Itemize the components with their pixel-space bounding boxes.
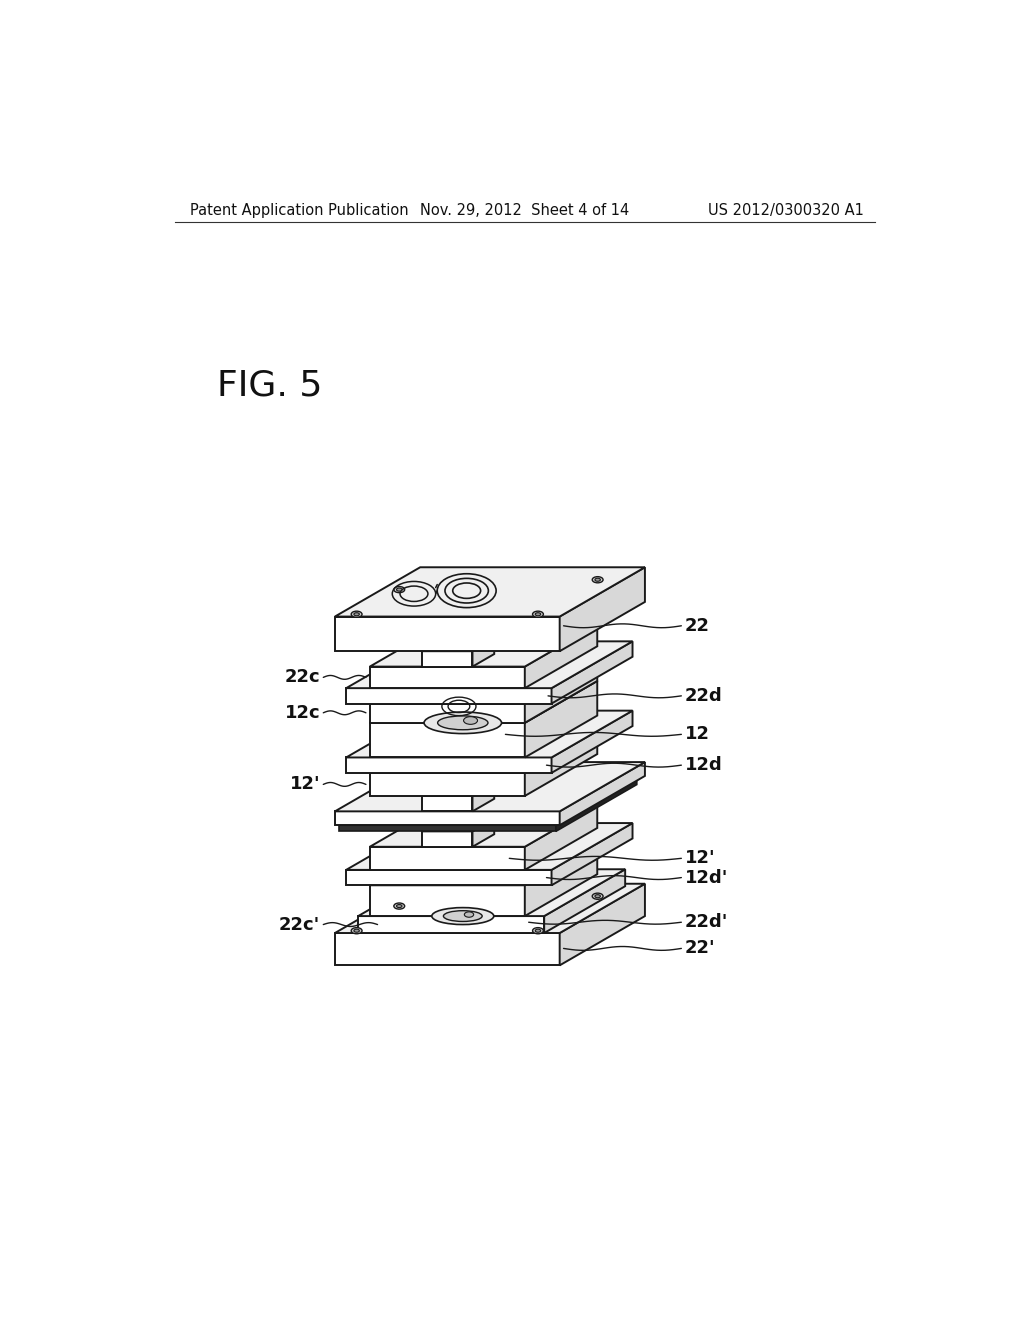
- Polygon shape: [472, 639, 495, 667]
- Polygon shape: [524, 805, 597, 870]
- Polygon shape: [346, 824, 633, 870]
- Polygon shape: [422, 818, 495, 832]
- Ellipse shape: [595, 578, 600, 581]
- Ellipse shape: [592, 577, 603, 583]
- Polygon shape: [370, 805, 597, 847]
- Polygon shape: [358, 870, 626, 916]
- Polygon shape: [346, 642, 633, 688]
- Text: 22d': 22d': [684, 913, 728, 931]
- Ellipse shape: [464, 912, 474, 917]
- Polygon shape: [335, 884, 645, 933]
- Polygon shape: [346, 688, 552, 704]
- Polygon shape: [346, 710, 633, 758]
- Polygon shape: [346, 870, 552, 886]
- Ellipse shape: [394, 586, 404, 593]
- Ellipse shape: [394, 903, 404, 909]
- Polygon shape: [560, 568, 645, 651]
- Polygon shape: [524, 681, 597, 758]
- Text: Patent Application Publication: Patent Application Publication: [190, 203, 409, 218]
- Ellipse shape: [532, 611, 544, 618]
- Polygon shape: [552, 824, 633, 886]
- Polygon shape: [370, 731, 597, 774]
- Polygon shape: [370, 624, 597, 667]
- Text: 12d': 12d': [684, 869, 728, 887]
- Text: FIG. 5: FIG. 5: [217, 368, 323, 403]
- Polygon shape: [472, 783, 495, 812]
- Ellipse shape: [354, 612, 359, 615]
- Ellipse shape: [432, 908, 494, 924]
- Ellipse shape: [464, 717, 477, 725]
- Polygon shape: [335, 812, 560, 825]
- Text: 22c': 22c': [279, 916, 321, 933]
- Polygon shape: [370, 723, 524, 758]
- Ellipse shape: [532, 928, 544, 933]
- Ellipse shape: [424, 711, 502, 734]
- Ellipse shape: [396, 904, 402, 908]
- Polygon shape: [560, 762, 645, 825]
- Ellipse shape: [354, 929, 359, 932]
- Ellipse shape: [595, 895, 600, 898]
- Polygon shape: [370, 847, 524, 870]
- Ellipse shape: [351, 928, 362, 933]
- Polygon shape: [370, 843, 597, 886]
- Polygon shape: [422, 832, 472, 847]
- Text: 22d: 22d: [684, 686, 722, 705]
- Polygon shape: [556, 779, 637, 832]
- Ellipse shape: [351, 611, 362, 618]
- Polygon shape: [422, 796, 472, 812]
- Ellipse shape: [536, 929, 541, 932]
- Polygon shape: [422, 783, 495, 796]
- Polygon shape: [335, 762, 645, 812]
- Polygon shape: [370, 886, 524, 916]
- Polygon shape: [524, 661, 597, 723]
- Ellipse shape: [536, 612, 541, 615]
- Text: 12d: 12d: [684, 756, 722, 774]
- Polygon shape: [370, 774, 524, 796]
- Text: 12c: 12c: [285, 704, 321, 722]
- Polygon shape: [370, 681, 597, 723]
- Polygon shape: [552, 642, 633, 704]
- Text: Nov. 29, 2012  Sheet 4 of 14: Nov. 29, 2012 Sheet 4 of 14: [420, 203, 630, 218]
- Text: 12': 12': [290, 775, 321, 793]
- Text: 22': 22': [684, 940, 715, 957]
- Polygon shape: [370, 667, 524, 688]
- Polygon shape: [335, 933, 560, 965]
- Polygon shape: [422, 639, 495, 651]
- Polygon shape: [339, 779, 637, 825]
- Polygon shape: [335, 616, 560, 651]
- Polygon shape: [422, 651, 472, 667]
- Ellipse shape: [437, 715, 488, 730]
- Text: 12': 12': [684, 849, 715, 867]
- Ellipse shape: [396, 589, 402, 591]
- Polygon shape: [370, 704, 524, 723]
- Polygon shape: [544, 870, 626, 933]
- Text: US 2012/0300320 A1: US 2012/0300320 A1: [709, 203, 864, 218]
- Polygon shape: [358, 916, 544, 933]
- Text: 12: 12: [684, 726, 710, 743]
- Polygon shape: [524, 731, 597, 796]
- Polygon shape: [524, 624, 597, 688]
- Polygon shape: [524, 843, 597, 916]
- Text: 22: 22: [684, 616, 710, 635]
- Polygon shape: [339, 825, 556, 832]
- Polygon shape: [370, 661, 597, 704]
- Ellipse shape: [443, 911, 482, 921]
- Polygon shape: [346, 758, 552, 774]
- Polygon shape: [472, 818, 495, 847]
- Polygon shape: [335, 568, 645, 616]
- Polygon shape: [560, 884, 645, 965]
- Polygon shape: [552, 710, 633, 774]
- Ellipse shape: [592, 894, 603, 899]
- Text: 22c: 22c: [285, 668, 321, 686]
